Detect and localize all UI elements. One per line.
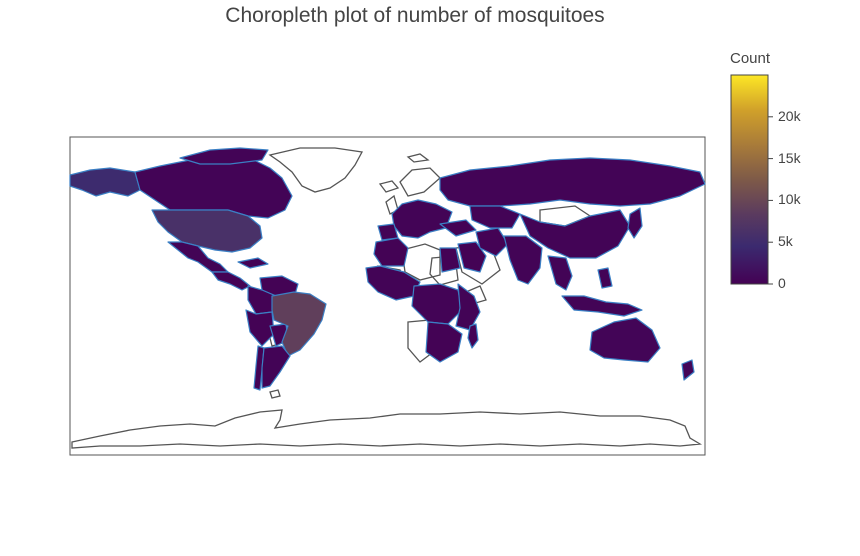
region-philippines [597,267,613,289]
colorbar-tick-label-0: 0 [778,275,786,291]
region-saudi-arabia [457,241,487,273]
region-central-america [211,271,251,291]
colorbar-title: Count [730,50,771,67]
region-new-zealand [681,359,695,381]
antarctica-outline [71,409,703,449]
region-egypt [439,247,461,273]
region-brazil [271,291,327,357]
region-southern-africa [425,321,463,363]
region-japan [627,207,643,239]
region-alaska [69,167,141,197]
colorbar-ticks [768,116,773,285]
region-algeria [373,237,409,267]
region-central-asia [469,205,521,229]
region-argentina [261,345,291,389]
region-india [503,235,543,285]
region-central-africa [411,283,463,325]
region-turkey [439,219,477,237]
region-china [519,209,631,259]
region-caribbean [237,257,269,269]
chart-title: Choropleth plot of number of mosquitoes [225,4,605,27]
region-indonesia [561,295,643,317]
svalbard-outline [406,153,430,163]
falklands-outline [269,389,281,399]
colorbar-tick-label-20k: 20k [778,107,801,124]
data-regions [69,147,706,391]
colorbar-tick-label-10k: 10k [778,191,801,208]
colorbar-tick-label-5k: 5k [778,233,793,250]
iceland-outline [378,180,400,193]
region-southeast-asia [547,255,573,291]
region-iberia [377,223,399,241]
region-iran [475,227,509,257]
region-arctic-islands [179,147,269,165]
colorbar-tick-label-15k: 15k [778,149,801,166]
colorbar-gradient [730,74,769,285]
no-data-land [71,147,703,449]
region-australia [589,317,661,363]
region-madagascar [467,323,479,349]
greenland-outline [268,147,364,193]
region-united-states [151,209,263,253]
